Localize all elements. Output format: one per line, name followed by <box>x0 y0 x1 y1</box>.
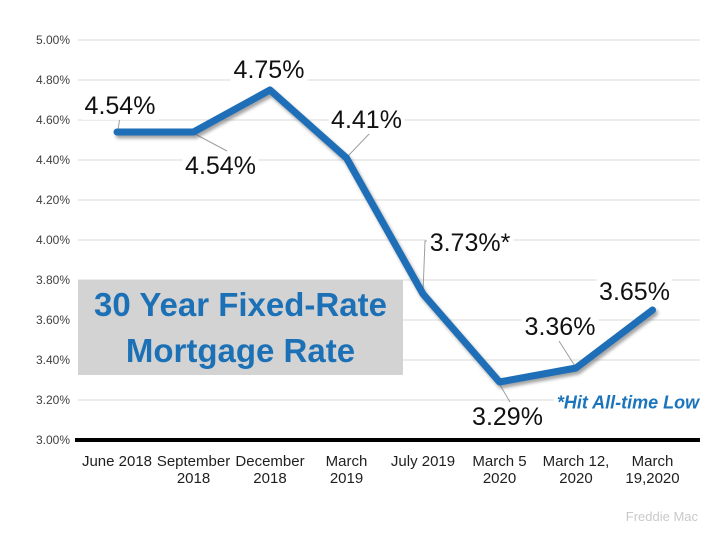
y-axis-tick-label: 4.20% <box>36 193 70 207</box>
y-axis-tick-label: 4.00% <box>36 233 70 247</box>
x-axis-label: March 5 2020 <box>472 453 527 487</box>
data-label: 4.41% <box>328 105 405 135</box>
data-label: 3.29% <box>469 402 546 432</box>
data-label: 4.75% <box>230 55 308 85</box>
chart-title-line-1: 30 Year Fixed-Rate <box>94 285 387 323</box>
y-axis-tick-label: 4.80% <box>36 73 70 87</box>
data-label: 4.54% <box>81 91 159 121</box>
x-axis-label: March 2019 <box>325 453 368 487</box>
y-axis-tick-label: 4.60% <box>36 113 70 127</box>
data-label: 3.36% <box>521 312 599 342</box>
x-axis-label: March 12, 2020 <box>542 453 610 487</box>
chart-title-line-2: Mortgage Rate <box>125 331 356 369</box>
x-axis-label: July 2019 <box>390 453 456 470</box>
source-freddie-mac: Freddie Mac <box>625 509 698 524</box>
y-axis-tick-label: 3.20% <box>36 393 70 407</box>
y-axis-tick-label: 3.80% <box>36 273 70 287</box>
data-label-leader-line <box>347 132 371 157</box>
y-axis-tick-label: 3.40% <box>36 353 70 367</box>
x-axis-label: June 2018 <box>81 453 153 470</box>
x-axis-label: March 19,2020 <box>625 453 680 487</box>
data-label-leader-line <box>422 240 432 293</box>
data-label-leader-line <box>194 133 228 152</box>
data-label-leader-line <box>499 384 511 403</box>
y-axis-tick-label: 3.60% <box>36 313 70 327</box>
y-axis-tick-label: 4.40% <box>36 153 70 167</box>
annotation-hit-all-time-low: *Hit All-time Low <box>553 392 703 414</box>
x-axis-label: September 2018 <box>156 453 231 487</box>
chart-title-box: 30 Year Fixed-Rate Mortgage Rate <box>78 280 403 375</box>
data-label: 3.73%* <box>426 228 514 258</box>
x-axis-label: December 2018 <box>235 453 305 487</box>
data-label-leader-line <box>117 116 121 131</box>
data-label-leader-line <box>558 340 576 367</box>
data-label: 3.65% <box>596 277 673 307</box>
y-axis-tick-label: 5.00% <box>36 33 70 47</box>
y-axis-tick-label: 3.00% <box>36 433 70 447</box>
data-label: 4.54% <box>182 151 259 181</box>
